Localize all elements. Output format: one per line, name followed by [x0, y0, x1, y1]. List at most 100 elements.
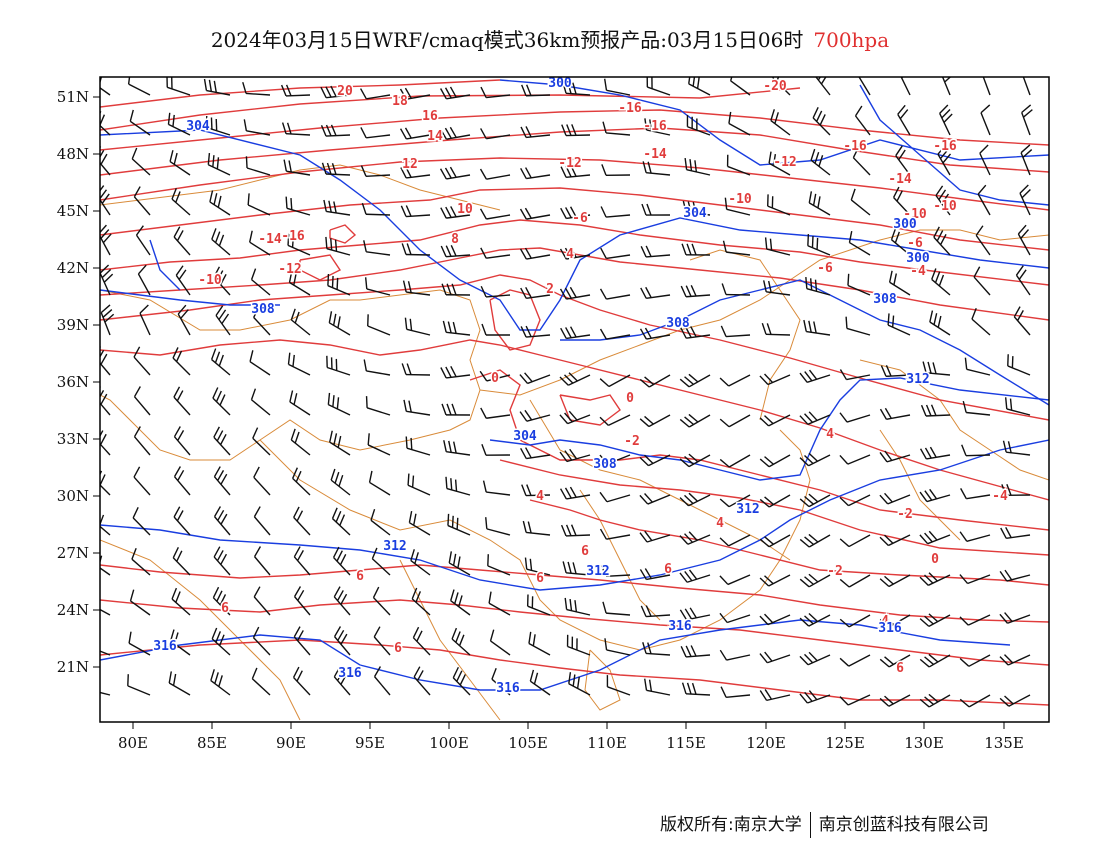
- wind-barb: [480, 407, 511, 419]
- temperature-label: -14: [643, 147, 667, 162]
- lat-label: 45N: [57, 202, 89, 220]
- wind-barb: [137, 264, 151, 296]
- wind-barb: [404, 317, 431, 336]
- wind-barb: [922, 361, 951, 376]
- wind-barb: [365, 396, 391, 416]
- wind-barb: [999, 694, 1031, 707]
- wind-barb: [807, 234, 831, 256]
- temperature-label: -10: [933, 199, 957, 214]
- wind-barb: [170, 629, 191, 656]
- wind-barb: [560, 165, 591, 178]
- wind-barb: [680, 285, 711, 298]
- wind-barb: [931, 268, 951, 296]
- lat-label: 36N: [57, 373, 89, 391]
- wind-barb: [211, 228, 231, 256]
- wind-barb: [128, 631, 151, 656]
- height-label: 312: [586, 564, 609, 579]
- wind-barb: [919, 530, 951, 545]
- wind-barb: [799, 369, 831, 383]
- wind-barb: [564, 597, 591, 616]
- wind-barb: [719, 534, 751, 547]
- wind-barb: [559, 410, 591, 425]
- temperature-label: -10: [728, 192, 752, 207]
- temperature-label: 6: [394, 641, 402, 656]
- wind-barb: [479, 370, 511, 382]
- wind-barb: [724, 197, 751, 216]
- wind-barb: [763, 280, 791, 296]
- temperature-label: -10: [198, 273, 222, 288]
- wind-barb: [288, 270, 311, 296]
- wind-barb: [332, 546, 351, 576]
- wind-barb: [640, 605, 671, 618]
- wind-barb: [961, 444, 991, 457]
- lon-label: 115E: [666, 734, 706, 752]
- wind-barb: [100, 264, 114, 296]
- wind-barb: [491, 668, 511, 696]
- wind-barb: [559, 246, 591, 260]
- wind-barb: [245, 156, 271, 176]
- wind-barb: [100, 110, 111, 136]
- lat-label: 30N: [57, 487, 89, 505]
- lon-label: 130E: [904, 734, 944, 752]
- wind-barb: [250, 388, 271, 416]
- wind-barb: [215, 305, 231, 336]
- temperature-label: 12: [402, 157, 418, 172]
- wind-barb: [167, 112, 191, 136]
- height-isoline: [149, 239, 181, 291]
- wind-barb: [293, 506, 311, 536]
- wind-barb: [481, 444, 511, 456]
- temperature-label: -12: [278, 262, 301, 277]
- wind-barb: [247, 193, 271, 216]
- temperature-isoline: [100, 274, 1049, 421]
- wind-barb: [719, 649, 751, 661]
- wind-barb: [439, 166, 471, 180]
- wind-barb: [803, 319, 831, 336]
- height-label: 308: [666, 316, 690, 331]
- wind-barb: [451, 627, 471, 656]
- wind-barb: [640, 245, 671, 258]
- lon-label: 125E: [825, 734, 865, 752]
- wind-barb: [100, 224, 112, 256]
- temperature-label: 6: [896, 661, 904, 676]
- temperature-isoline: [100, 157, 1049, 211]
- wind-barb: [639, 414, 671, 428]
- height-label: 312: [383, 539, 406, 554]
- wind-barb: [480, 128, 511, 140]
- wind-barb: [100, 427, 111, 456]
- wind-barb: [892, 186, 911, 216]
- wind-barb: [100, 691, 111, 696]
- wind-barb: [719, 574, 751, 586]
- wind-barb: [602, 601, 631, 616]
- wind-barb: [173, 466, 191, 496]
- credit-owner: 版权所有:南京大学: [660, 815, 802, 835]
- wind-barb: [401, 243, 431, 256]
- wind-barb: [959, 654, 991, 667]
- wind-barb: [599, 491, 631, 503]
- temperature-label: -14: [888, 172, 912, 187]
- height-label: 316: [496, 681, 520, 696]
- height-label: 308: [593, 457, 617, 472]
- temperature-label: -20: [763, 79, 787, 94]
- wind-barb: [252, 427, 271, 456]
- temperature-label: -6: [907, 236, 923, 251]
- wind-barb: [939, 104, 953, 136]
- wind-barb: [764, 237, 791, 256]
- wind-barb: [959, 531, 991, 542]
- wind-barb: [815, 77, 831, 96]
- wind-barb: [479, 208, 511, 220]
- temperature-label: 6: [536, 571, 544, 586]
- wind-barb: [642, 161, 671, 176]
- wind-barb: [719, 414, 751, 428]
- temperature-label: -6: [817, 261, 833, 276]
- wind-barb: [440, 245, 471, 258]
- wind-barb: [879, 694, 911, 707]
- wind-barb: [1001, 484, 1031, 497]
- wind-barb: [559, 372, 591, 386]
- wind-barb: [213, 426, 231, 456]
- wind-barb: [679, 453, 711, 468]
- wind-barb: [759, 494, 791, 508]
- temperature-label: 6: [356, 569, 364, 584]
- lon-label: 85E: [197, 734, 227, 752]
- wind-barb: [520, 126, 551, 139]
- wind-barb: [854, 105, 871, 136]
